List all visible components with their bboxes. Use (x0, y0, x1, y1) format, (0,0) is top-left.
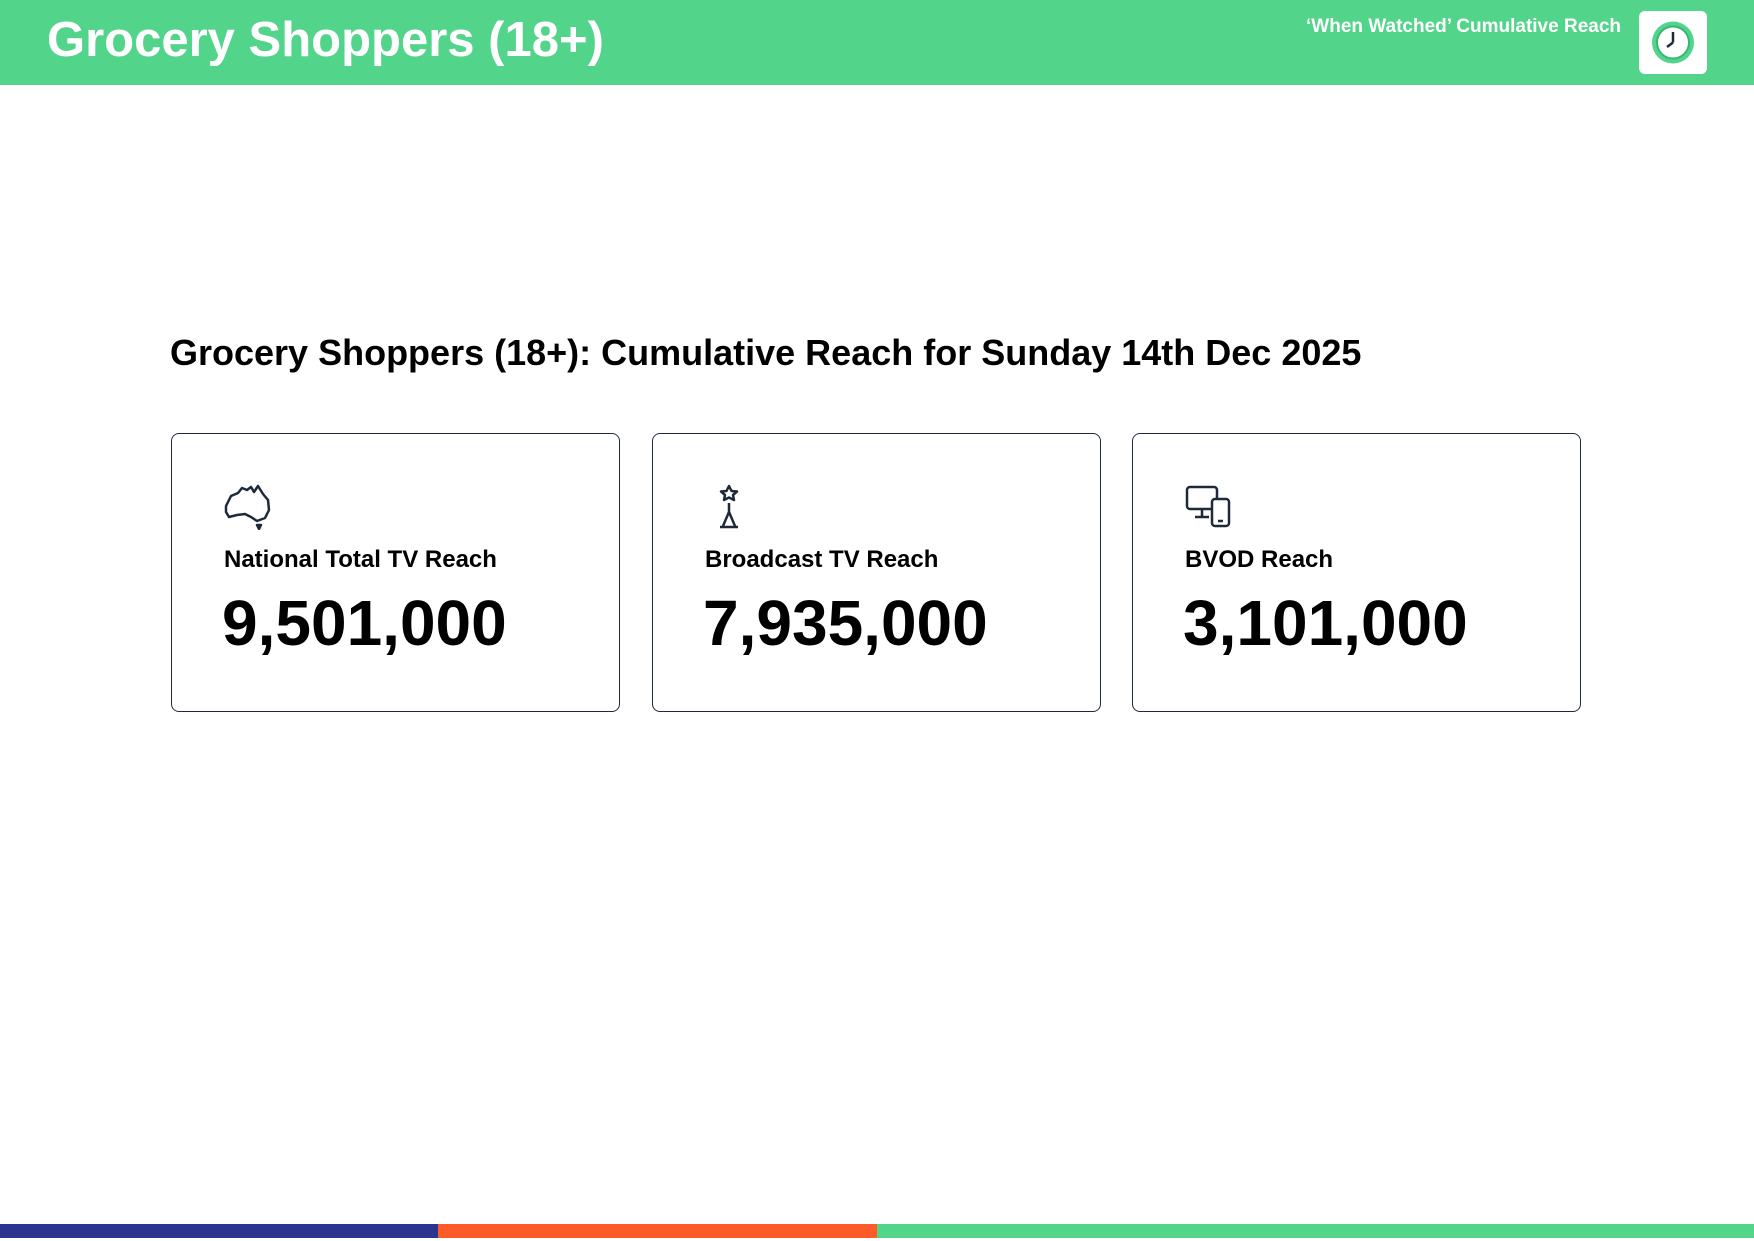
footer-stripe (877, 1224, 1754, 1238)
card-label: BVOD Reach (1185, 546, 1334, 573)
header-title: Grocery Shoppers (18+) (47, 13, 604, 67)
header: Grocery Shoppers (18+) ‘When Watched’ Cu… (0, 0, 1754, 85)
broadcast-icon (719, 484, 739, 529)
australia-icon (224, 484, 271, 530)
clock-svg (1652, 21, 1694, 64)
reach-card: BVOD Reach 3,101,000 (1132, 433, 1581, 712)
reach-card: Broadcast TV Reach 7,935,000 (652, 433, 1101, 712)
header-subtitle: ‘When Watched’ Cumulative Reach (1306, 16, 1621, 37)
card-value: 3,101,000 (1183, 587, 1468, 659)
footer-stripe (0, 1224, 438, 1238)
card-label: National Total TV Reach (224, 546, 497, 573)
reach-card: National Total TV Reach 9,501,000 (171, 433, 620, 712)
clock-icon (1639, 11, 1707, 74)
card-value: 7,935,000 (703, 587, 988, 659)
footer-stripe (438, 1224, 877, 1238)
section-heading: Grocery Shoppers (18+): Cumulative Reach… (170, 332, 1362, 373)
devices-icon (1185, 485, 1231, 528)
card-label: Broadcast TV Reach (705, 546, 939, 573)
card-value: 9,501,000 (222, 587, 507, 659)
